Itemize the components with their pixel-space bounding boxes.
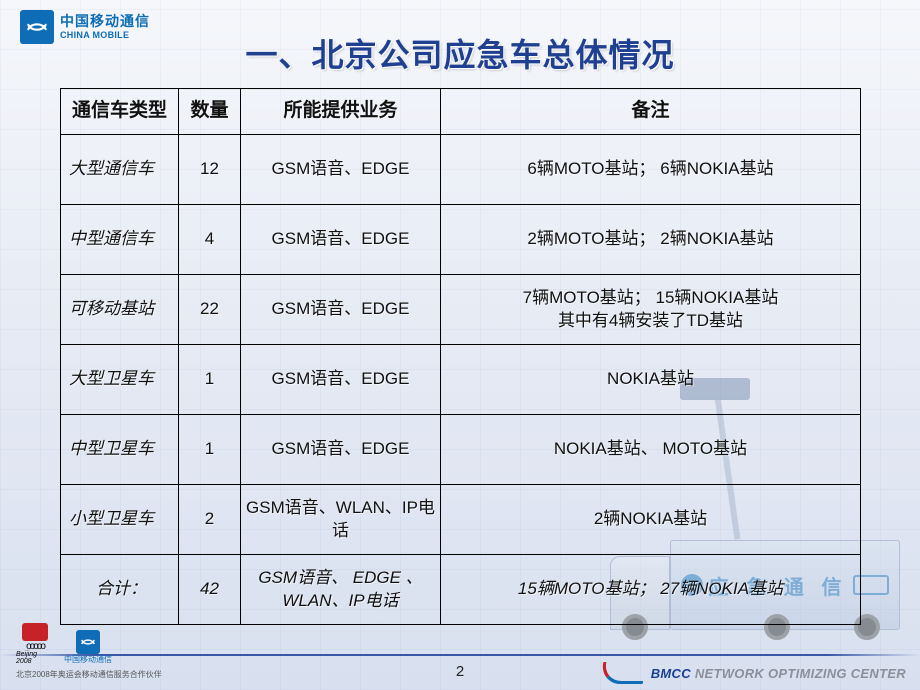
cell-note: 6辆MOTO基站； 6辆NOKIA基站 [441,135,861,205]
cell-type: 中型通信车 [61,205,179,275]
cell-note: 2辆MOTO基站； 2辆NOKIA基站 [441,205,861,275]
cell-qty: 12 [179,135,241,205]
data-table: 通信车类型 数量 所能提供业务 备注 大型通信车 12 GSM语音、EDGE 6… [60,88,860,625]
footer-right-brand: BMCC NETWORK OPTIMIZING CENTER [601,662,906,684]
cell-service: GSM语音、EDGE [241,275,441,345]
cell-qty: 4 [179,205,241,275]
cell-total-service: GSM语音、 EDGE 、WLAN、IP电话 [241,555,441,625]
table-row: 大型通信车 12 GSM语音、EDGE 6辆MOTO基站； 6辆NOKIA基站 [61,135,861,205]
cell-total-qty: 42 [179,555,241,625]
cell-service: GSM语音、EDGE [241,345,441,415]
cell-type: 可移动基站 [61,275,179,345]
table-row: 中型通信车 4 GSM语音、EDGE 2辆MOTO基站； 2辆NOKIA基站 [61,205,861,275]
cell-note: 7辆MOTO基站； 15辆NOKIA基站其中有4辆安装了TD基站 [441,275,861,345]
cell-service: GSM语音、WLAN、IP电话 [241,485,441,555]
brand-name-cn: 中国移动通信 [60,14,150,28]
cell-qty: 1 [179,345,241,415]
china-mobile-small-icon: 中国移动通信 [64,630,112,665]
table-row: 中型卫星车 1 GSM语音、EDGE NOKIA基站、 MOTO基站 [61,415,861,485]
bmcc-main: BMCC [651,666,695,681]
bmcc-rest: NETWORK OPTIMIZING CENTER [695,666,906,681]
table-row: 可移动基站 22 GSM语音、EDGE 7辆MOTO基站； 15辆NOKIA基站… [61,275,861,345]
cell-type: 中型卫星车 [61,415,179,485]
cell-type: 小型卫星车 [61,485,179,555]
cell-type: 大型卫星车 [61,345,179,415]
slide-title: 一、北京公司应急车总体情况 [0,30,920,76]
table-total-row: 合计： 42 GSM语音、 EDGE 、WLAN、IP电话 15辆MOTO基站；… [61,555,861,625]
cell-total-note: 15辆MOTO基站； 27辆NOKIA基站 [441,555,861,625]
table-header-row: 通信车类型 数量 所能提供业务 备注 [61,89,861,135]
col-header-type: 通信车类型 [61,89,179,135]
bmcc-swoosh-icon [598,662,647,684]
cell-type: 大型通信车 [61,135,179,205]
cell-qty: 1 [179,415,241,485]
cell-service: GSM语音、EDGE [241,205,441,275]
cell-note: NOKIA基站、 MOTO基站 [441,415,861,485]
col-header-service: 所能提供业务 [241,89,441,135]
cell-qty: 22 [179,275,241,345]
beijing2008-icon: ooooo Beijing 2008 [16,623,54,665]
cell-note: NOKIA基站 [441,345,861,415]
cell-qty: 2 [179,485,241,555]
cell-service: GSM语音、EDGE [241,135,441,205]
cell-service: GSM语音、EDGE [241,415,441,485]
table-row: 小型卫星车 2 GSM语音、WLAN、IP电话 2辆NOKIA基站 [61,485,861,555]
cell-note: 2辆NOKIA基站 [441,485,861,555]
cell-total-label: 合计： [61,555,179,625]
col-header-note: 备注 [441,89,861,135]
col-header-qty: 数量 [179,89,241,135]
table-row: 大型卫星车 1 GSM语音、EDGE NOKIA基站 [61,345,861,415]
